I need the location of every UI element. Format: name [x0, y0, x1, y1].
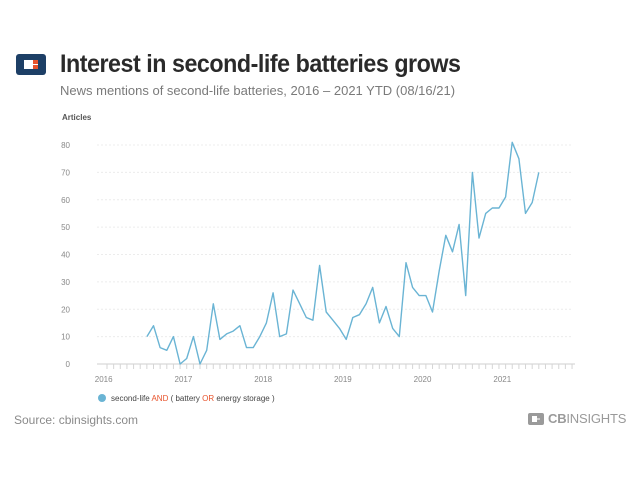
y-tick-label: 60	[61, 196, 70, 205]
y-axis-title: Articles	[62, 113, 92, 122]
y-tick-label: 70	[61, 168, 70, 177]
cbinsights-mark-icon	[528, 412, 544, 425]
y-tick-label: 20	[61, 305, 70, 314]
y-tick-label: 0	[66, 360, 71, 369]
legend-term: energy storage )	[214, 394, 275, 403]
source-note: Source: cbinsights.com	[14, 413, 139, 427]
y-tick-label: 30	[61, 278, 70, 287]
cbinsights-logo-icon	[16, 54, 46, 75]
legend-term: ( battery	[168, 394, 202, 403]
brand-rest: INSIGHTS	[566, 411, 627, 426]
x-tick-label: 2021	[493, 375, 511, 384]
y-tick-label: 10	[61, 333, 70, 342]
legend-term: second-life	[111, 394, 151, 403]
y-tick-label: 40	[61, 251, 70, 260]
x-tick-label: 2016	[95, 375, 113, 384]
x-tick-label: 2018	[254, 375, 272, 384]
chart-title: Interest in second-life batteries grows	[60, 50, 461, 78]
cbinsights-brand: CBINSIGHTS	[528, 411, 626, 426]
line-chart: Articles 0 10 20 30 40 50 60 70 80 2016 2017 2018 201…	[61, 113, 575, 403]
legend-label: second-life AND ( battery OR energy stor…	[111, 394, 275, 403]
legend-keyword: OR	[202, 394, 214, 403]
series-line	[146, 141, 540, 365]
x-tick-label: 2017	[175, 375, 193, 384]
legend-keyword: AND	[151, 394, 168, 403]
y-tick-label: 80	[61, 141, 70, 150]
chart-subtitle: News mentions of second-life batteries, …	[60, 83, 456, 98]
y-tick-label: 50	[61, 223, 70, 232]
legend-marker	[98, 394, 106, 402]
brand-bold: CB	[548, 411, 567, 426]
x-tick-label: 2019	[334, 375, 352, 384]
brand-wordmark: CBINSIGHTS	[548, 411, 626, 426]
x-tick-label: 2020	[414, 375, 432, 384]
